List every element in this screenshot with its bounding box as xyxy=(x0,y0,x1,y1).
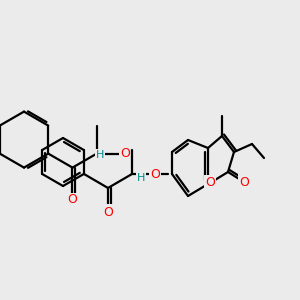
Text: O: O xyxy=(120,147,130,160)
Text: O: O xyxy=(68,193,77,206)
Text: O: O xyxy=(239,176,249,188)
Text: O: O xyxy=(150,167,160,181)
Text: O: O xyxy=(205,176,215,190)
Text: H: H xyxy=(137,173,145,183)
Text: O: O xyxy=(103,206,113,218)
Text: H: H xyxy=(96,150,104,160)
